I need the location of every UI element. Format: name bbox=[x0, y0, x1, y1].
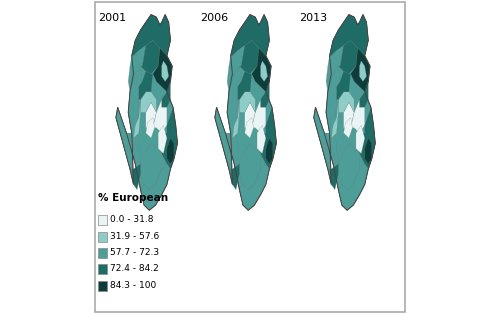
Polygon shape bbox=[128, 66, 142, 164]
Polygon shape bbox=[356, 125, 364, 154]
Polygon shape bbox=[252, 100, 266, 133]
Polygon shape bbox=[140, 40, 160, 74]
Polygon shape bbox=[240, 40, 259, 74]
Polygon shape bbox=[240, 92, 256, 112]
Polygon shape bbox=[330, 14, 368, 56]
Polygon shape bbox=[350, 48, 370, 92]
Polygon shape bbox=[167, 138, 174, 164]
Text: 31.9 - 57.6: 31.9 - 57.6 bbox=[110, 232, 159, 241]
Text: 57.7 - 72.3: 57.7 - 72.3 bbox=[110, 248, 159, 257]
Polygon shape bbox=[116, 107, 132, 169]
FancyBboxPatch shape bbox=[98, 248, 107, 258]
Polygon shape bbox=[238, 71, 252, 100]
Polygon shape bbox=[162, 107, 178, 169]
Text: 0.0 - 31.8: 0.0 - 31.8 bbox=[110, 215, 153, 224]
Polygon shape bbox=[146, 117, 154, 138]
Polygon shape bbox=[360, 107, 376, 169]
Polygon shape bbox=[232, 100, 239, 138]
Polygon shape bbox=[240, 143, 260, 190]
Polygon shape bbox=[215, 14, 276, 210]
Polygon shape bbox=[360, 61, 366, 82]
Polygon shape bbox=[139, 71, 153, 100]
Polygon shape bbox=[227, 66, 241, 164]
Polygon shape bbox=[134, 100, 140, 138]
Polygon shape bbox=[338, 143, 359, 190]
Polygon shape bbox=[314, 14, 376, 210]
Polygon shape bbox=[336, 71, 350, 100]
Polygon shape bbox=[240, 164, 270, 210]
Polygon shape bbox=[344, 117, 352, 138]
Polygon shape bbox=[260, 82, 270, 107]
Polygon shape bbox=[140, 143, 162, 190]
Polygon shape bbox=[260, 107, 276, 169]
FancyBboxPatch shape bbox=[98, 264, 107, 274]
Polygon shape bbox=[132, 164, 140, 190]
Polygon shape bbox=[314, 107, 330, 169]
Polygon shape bbox=[338, 164, 368, 210]
Polygon shape bbox=[153, 100, 167, 133]
Polygon shape bbox=[332, 100, 338, 138]
Polygon shape bbox=[230, 164, 239, 190]
Polygon shape bbox=[215, 107, 230, 169]
Polygon shape bbox=[162, 61, 168, 82]
Polygon shape bbox=[266, 138, 273, 164]
Polygon shape bbox=[153, 48, 172, 92]
Polygon shape bbox=[326, 66, 340, 164]
Polygon shape bbox=[257, 125, 266, 154]
Polygon shape bbox=[260, 61, 268, 82]
Polygon shape bbox=[230, 14, 270, 56]
Polygon shape bbox=[252, 48, 271, 92]
Polygon shape bbox=[227, 46, 244, 92]
Text: 2006: 2006 bbox=[200, 13, 228, 23]
FancyBboxPatch shape bbox=[94, 2, 406, 312]
Polygon shape bbox=[140, 92, 156, 112]
Text: 2001: 2001 bbox=[98, 13, 126, 23]
Polygon shape bbox=[244, 102, 256, 128]
FancyBboxPatch shape bbox=[98, 232, 107, 242]
Polygon shape bbox=[158, 125, 167, 154]
FancyBboxPatch shape bbox=[98, 215, 107, 225]
Polygon shape bbox=[338, 92, 354, 112]
Polygon shape bbox=[116, 14, 178, 210]
Polygon shape bbox=[146, 102, 156, 128]
Polygon shape bbox=[344, 102, 354, 128]
Text: 84.3 - 100: 84.3 - 100 bbox=[110, 281, 156, 290]
Polygon shape bbox=[364, 138, 372, 164]
FancyBboxPatch shape bbox=[98, 281, 107, 291]
Polygon shape bbox=[350, 100, 364, 133]
Polygon shape bbox=[132, 14, 170, 56]
Polygon shape bbox=[140, 164, 170, 210]
Polygon shape bbox=[244, 117, 254, 138]
Polygon shape bbox=[162, 82, 170, 107]
Text: 2013: 2013 bbox=[298, 13, 327, 23]
Polygon shape bbox=[326, 46, 344, 92]
Polygon shape bbox=[360, 82, 368, 107]
Polygon shape bbox=[330, 164, 338, 190]
Polygon shape bbox=[128, 46, 146, 92]
Text: % European: % European bbox=[98, 192, 168, 203]
Text: 72.4 - 84.2: 72.4 - 84.2 bbox=[110, 264, 158, 273]
Polygon shape bbox=[338, 40, 357, 74]
